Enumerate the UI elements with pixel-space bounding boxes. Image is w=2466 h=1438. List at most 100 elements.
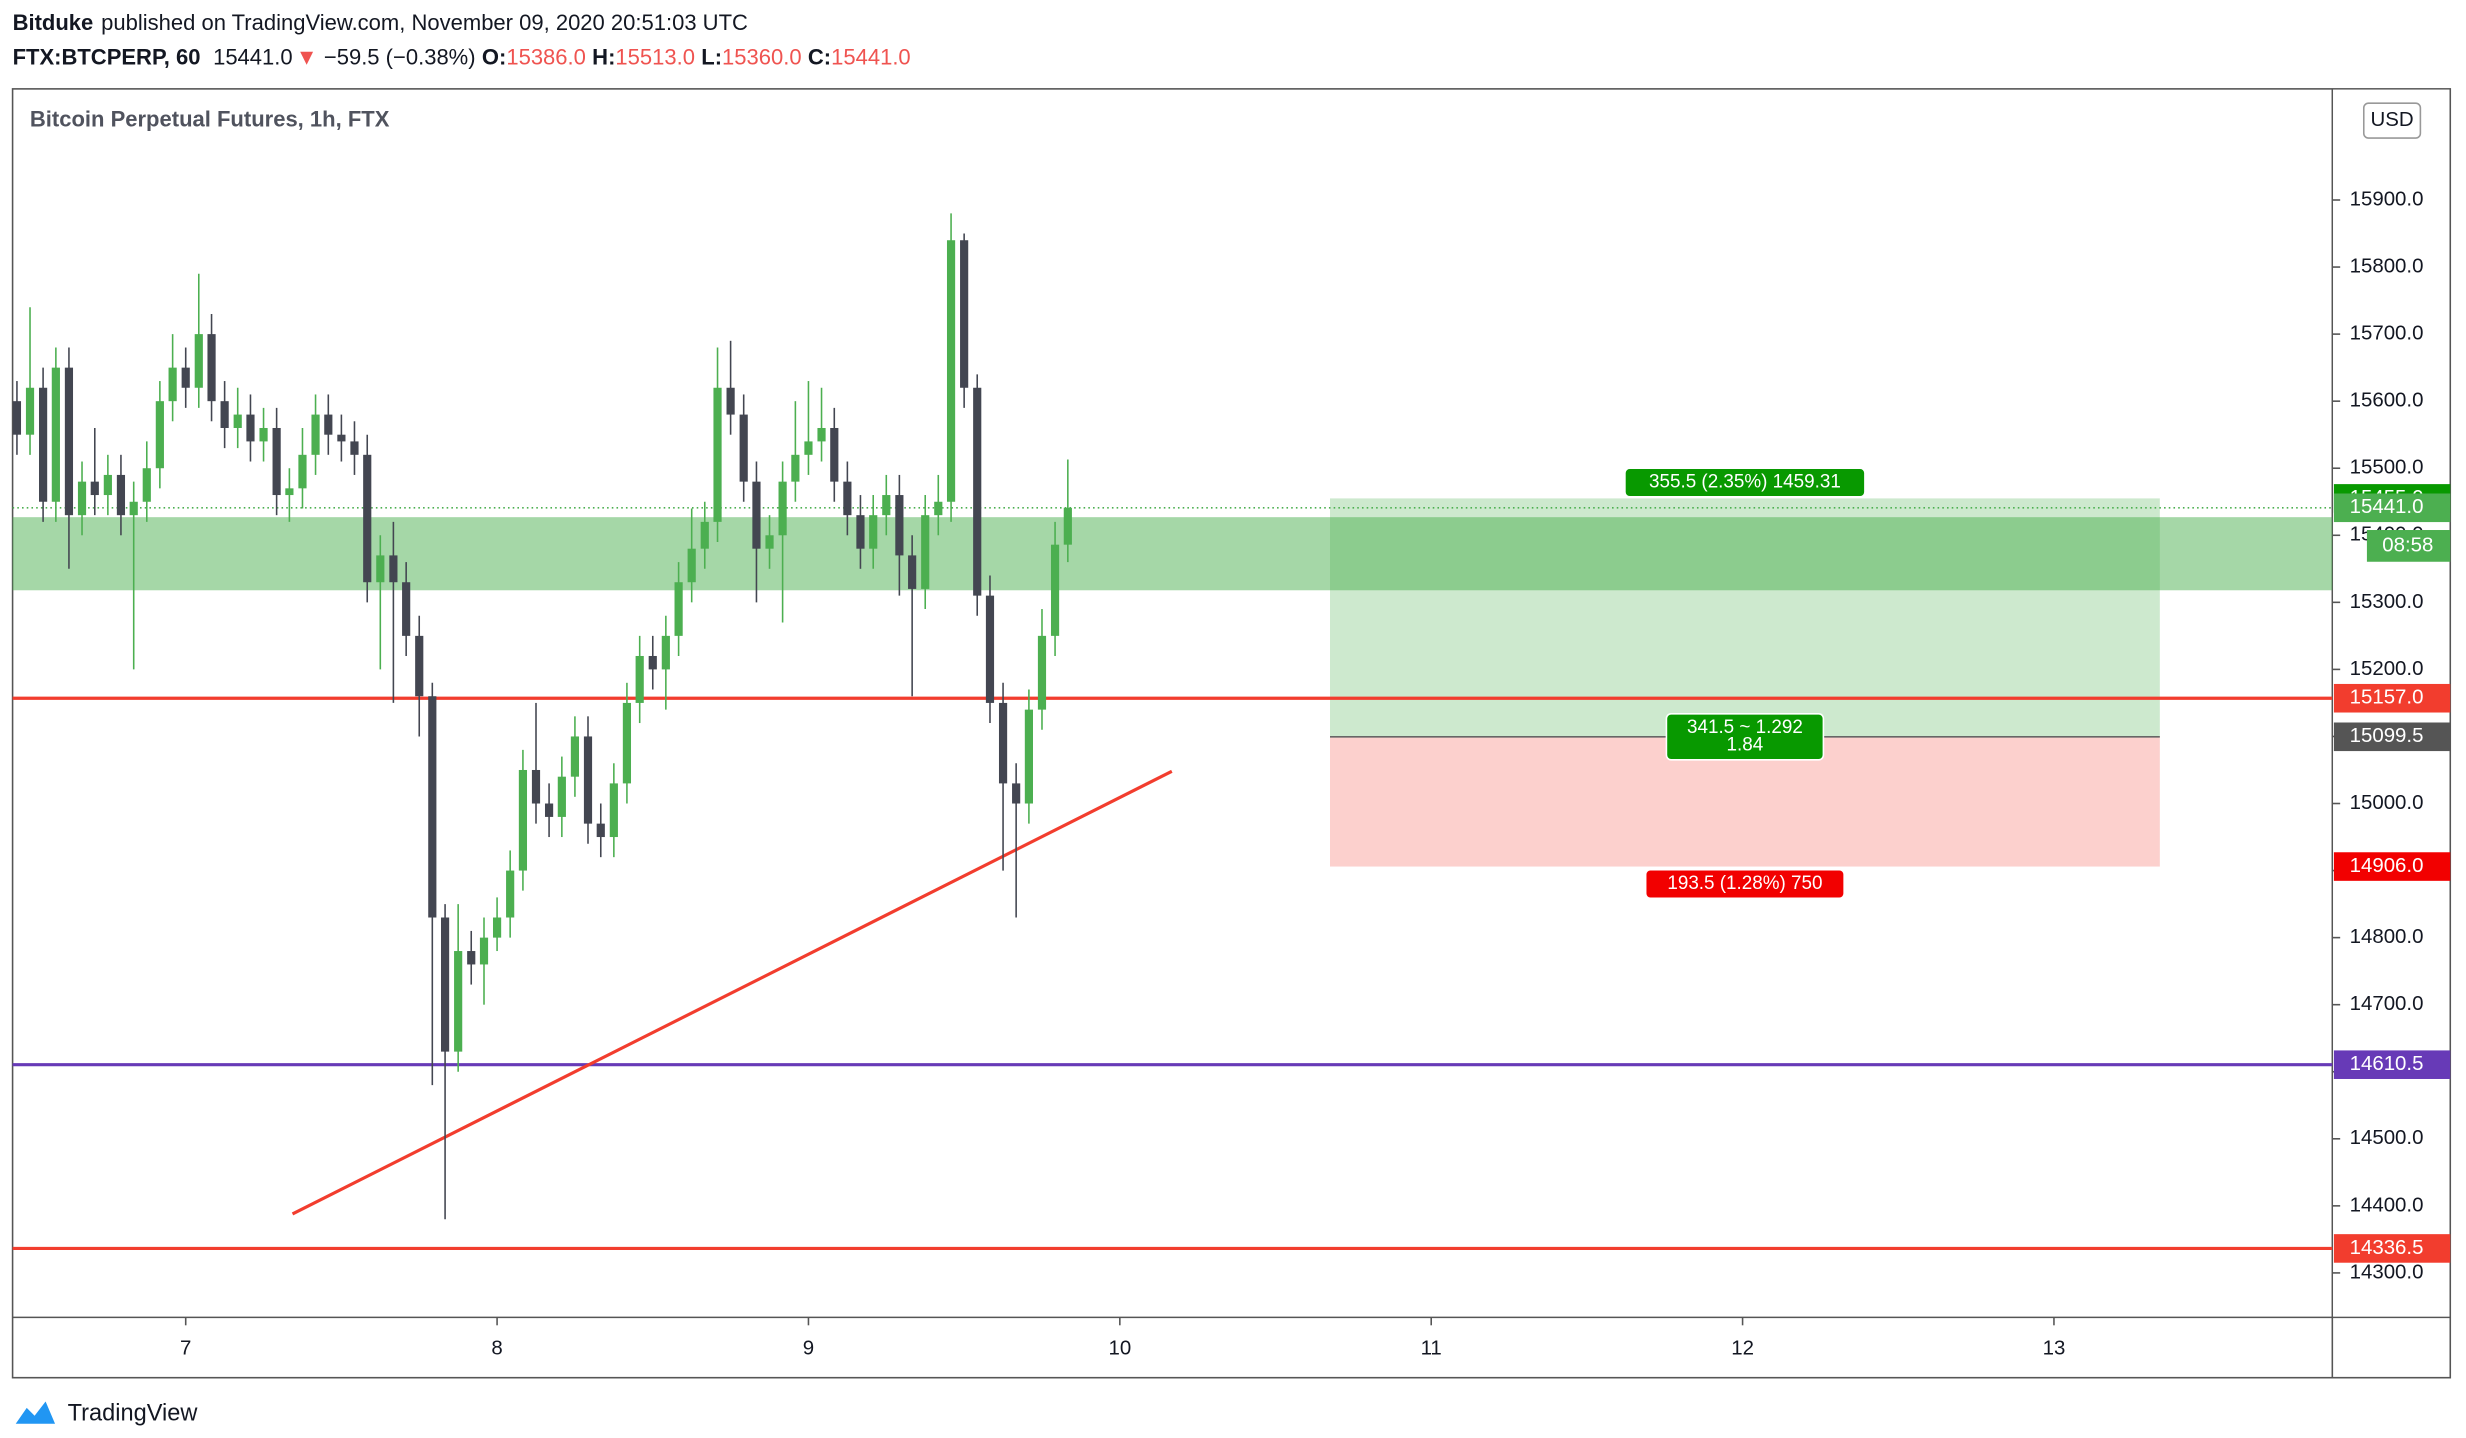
candle-body [791,454,800,482]
currency-badge[interactable] [2362,102,2422,139]
profit-area [1330,498,2160,737]
chart-title: Bitcoin Perpetual Futures, 1h, FTX [30,106,390,131]
ohlc-value: 15441.0 [831,45,911,70]
candle-body [324,414,333,435]
candle-body [739,414,748,482]
candle-body [960,240,969,388]
candle-body [946,240,956,502]
candle-body [1063,507,1072,545]
candle-body [402,582,411,636]
price-axis-label: 15441.0 [2350,495,2424,518]
candle-body [389,555,398,583]
candle-body [440,917,450,1052]
publish-line: Bitduke published on TradingView.com, Nov… [13,10,748,35]
candle-body [194,334,203,388]
candle-body [661,635,670,670]
candle-body [700,521,709,549]
ohlc-value: 15386.0 [506,45,586,70]
candle-body [1037,635,1047,710]
candle-body [350,441,359,455]
position-label: 355.5 (2.35%) 1459.31 [1649,471,1841,492]
x-tick-label: 7 [180,1336,191,1359]
ohlc-label: C: [808,45,831,70]
y-tick-label: 15500.0 [2350,456,2424,479]
candle-body [518,769,528,871]
candle-body [311,414,320,455]
price-axis-label-bg [2333,1234,2451,1263]
price-axis-label-bg [2333,722,2451,752]
candle-body [168,367,177,402]
candle-body [908,555,917,589]
brand: TradingView [68,1400,199,1426]
y-tick-label: 15800.0 [2350,254,2424,277]
support-zone [12,517,2333,591]
candle-body [622,702,632,784]
candle-body [843,481,852,516]
y-tick-label: 15300.0 [2350,590,2424,613]
x-tick-label: 13 [2043,1336,2066,1359]
position-label-bg [1644,868,1845,900]
position-label-bg [1624,467,1866,498]
candle-body [674,582,683,636]
y-tick-label: 15900.0 [2350,187,2424,210]
candle-body [181,367,190,388]
symbol: FTX:BTCPERP, 60 [13,45,201,70]
candle-body [1012,783,1021,804]
candle-body [103,474,112,496]
ohlc-label: O: [482,45,506,70]
price-axis-label-bg [2333,683,2451,713]
price-axis-label: 14906.0 [2350,854,2424,877]
candle-body [207,334,216,402]
candle-body [454,951,463,1052]
candle-body [51,367,60,502]
candle-body [376,555,385,583]
price-axis-label: 14336.5 [2350,1236,2424,1259]
candle-body [39,387,48,502]
candle-body [882,495,891,516]
y-tick-label: 14800.0 [2350,925,2424,948]
position-label-bg [1665,712,1825,761]
candle-body [765,535,774,549]
position-label: 341.5 ~ 1.292 [1687,717,1803,738]
candle-body [337,434,346,442]
candle-body [609,783,618,838]
candle-body [272,427,281,496]
candle-body [492,917,502,938]
candle-body [726,387,735,415]
candle-body [129,501,138,516]
candle-body [531,769,541,804]
price-axis-label: 15157.0 [2350,686,2424,709]
candle-body [155,401,164,469]
candle-body [479,937,489,965]
price-axis-label-bg [2333,493,2451,523]
candle-body [687,548,696,583]
candle-body [869,515,878,549]
x-tick-label: 8 [491,1336,502,1359]
candle-body [596,823,605,838]
candle-body [1024,709,1033,804]
ohlc-value: 15513.0 [615,45,695,70]
candle-body [77,481,87,516]
author: Bitduke [13,10,94,35]
candle-body [90,481,99,496]
candle-body [363,454,372,583]
candle-body [415,635,424,697]
x-tick-label: 12 [1731,1336,1754,1359]
x-tick-label: 11 [1421,1336,1442,1359]
trend-line [291,769,1173,1216]
candle-body [25,387,35,435]
candle-body [12,401,22,435]
candle-body [570,736,580,777]
candle-body [285,488,294,496]
change: −59.5 (−0.38%) [324,45,476,70]
candle-body [921,515,930,589]
brand-logo [15,1401,56,1424]
candle-body [856,515,865,549]
candle-body [635,655,644,703]
candle-body [506,870,515,918]
candle-body [985,595,995,703]
ohlc-value: 15360.0 [722,45,802,70]
y-tick-label: 15200.0 [2350,657,2424,680]
candle-body [804,441,813,455]
